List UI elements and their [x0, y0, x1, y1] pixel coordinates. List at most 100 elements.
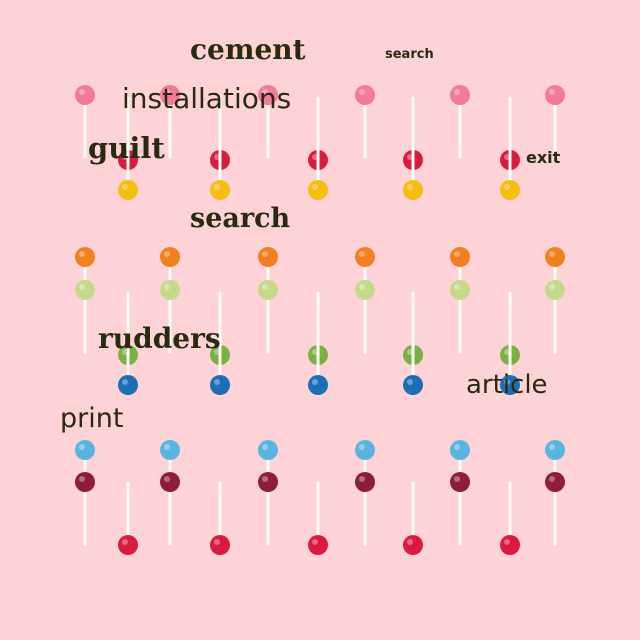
lollipop-candy-sky [258, 440, 278, 460]
word-search: search [190, 203, 291, 234]
candy-highlight [549, 284, 555, 290]
candy-highlight [262, 444, 268, 450]
candy-highlight [504, 379, 510, 385]
candy-highlight [262, 89, 268, 95]
lollipop-candy-lime [450, 280, 470, 300]
lollipop-candy-lime [355, 280, 375, 300]
lollipop-candy-pink [545, 85, 565, 105]
candy-highlight [262, 476, 268, 482]
candy-highlight [79, 476, 85, 482]
lollipop-candy-lime [545, 280, 565, 300]
candy-highlight [164, 251, 170, 257]
lollipop-candy-sky [450, 440, 470, 460]
candy-highlight [312, 184, 318, 190]
lollipop-candy-yellow [118, 180, 138, 200]
candy-highlight [164, 476, 170, 482]
candy-highlight [312, 539, 318, 545]
lollipop-candy-blue [210, 375, 230, 395]
word-installations: installations [122, 82, 292, 115]
candy-highlight [549, 476, 555, 482]
lollipop-candy-maroon [258, 472, 278, 492]
lollipop-candy-orange [160, 247, 180, 267]
lollipop-candy-pink [450, 85, 470, 105]
candy-highlight [454, 444, 460, 450]
lollipop-candy-pink [160, 85, 180, 105]
lollipop-candy-sky [75, 440, 95, 460]
candy-highlight [164, 89, 170, 95]
word-guilt: guilt [88, 131, 165, 165]
candy-highlight [549, 444, 555, 450]
candy-highlight [549, 251, 555, 257]
lollipop-candy-maroon [355, 472, 375, 492]
lollipop-candy-yellow [308, 180, 328, 200]
lollipop-candy-orange [545, 247, 565, 267]
lollipop-candy-red [308, 535, 328, 555]
candy-highlight [262, 251, 268, 257]
lollipop-candy-red [118, 535, 138, 555]
candy-highlight [359, 444, 365, 450]
candy-highlight [164, 444, 170, 450]
candy-highlight [407, 539, 413, 545]
candy-highlight [214, 379, 220, 385]
lollipop-candy-blue [308, 375, 328, 395]
candy-highlight [122, 539, 128, 545]
candy-highlight [122, 184, 128, 190]
candy-highlight [454, 89, 460, 95]
candy-highlight [312, 379, 318, 385]
lollipop-candy-orange [450, 247, 470, 267]
candy-highlight [359, 89, 365, 95]
word-exit: exit [526, 148, 561, 167]
candy-highlight [359, 476, 365, 482]
lollipop-candy-yellow [403, 180, 423, 200]
word-cement: cement [190, 33, 306, 66]
candy-highlight [164, 284, 170, 290]
candy-highlight [504, 184, 510, 190]
lollipop-candy-red [403, 535, 423, 555]
lollipop-candy-red [500, 535, 520, 555]
word-print: print [60, 403, 124, 434]
candy-highlight [504, 539, 510, 545]
candy-highlight [407, 184, 413, 190]
word-article: article [466, 370, 548, 400]
lollipop-candy-pink [75, 85, 95, 105]
word-rudders: rudders [98, 322, 221, 355]
lollipop-candy-yellow [210, 180, 230, 200]
lollipop-candy-blue [500, 375, 520, 395]
lollipop-candy-pink [258, 85, 278, 105]
candy-highlight [549, 89, 555, 95]
candy-highlight [79, 284, 85, 290]
lollipop-candy-orange [258, 247, 278, 267]
candy-highlight [407, 379, 413, 385]
lollipop-candy-maroon [450, 472, 470, 492]
candy-highlight [454, 251, 460, 257]
lollipop-candy-lime [160, 280, 180, 300]
lollipop-candy-maroon [75, 472, 95, 492]
lollipop-candy-blue [403, 375, 423, 395]
candy-highlight [359, 251, 365, 257]
lollipop-candy-yellow [500, 180, 520, 200]
lollipop-candy-pink [355, 85, 375, 105]
lollipop-candy-blue [118, 375, 138, 395]
lollipop-candy-sky [545, 440, 565, 460]
lollipop-candy-sky [355, 440, 375, 460]
lollipop-candy-sky [160, 440, 180, 460]
lollipop-candy-red [210, 535, 230, 555]
candy-highlight [214, 184, 220, 190]
candy-highlight [262, 284, 268, 290]
candy-highlight [79, 444, 85, 450]
candy-highlight [454, 284, 460, 290]
candy-highlight [454, 476, 460, 482]
candy-highlight [79, 251, 85, 257]
lollipop-candy-maroon [545, 472, 565, 492]
candy-highlight [79, 89, 85, 95]
lollipop-candy-lime [258, 280, 278, 300]
lollipop-candy-lime [75, 280, 95, 300]
lollipop-candy-orange [75, 247, 95, 267]
candy-highlight [359, 284, 365, 290]
candy-highlight [122, 379, 128, 385]
lollipop-candy-maroon [160, 472, 180, 492]
word-search-small: search [385, 47, 434, 62]
lollipop-candy-orange [355, 247, 375, 267]
